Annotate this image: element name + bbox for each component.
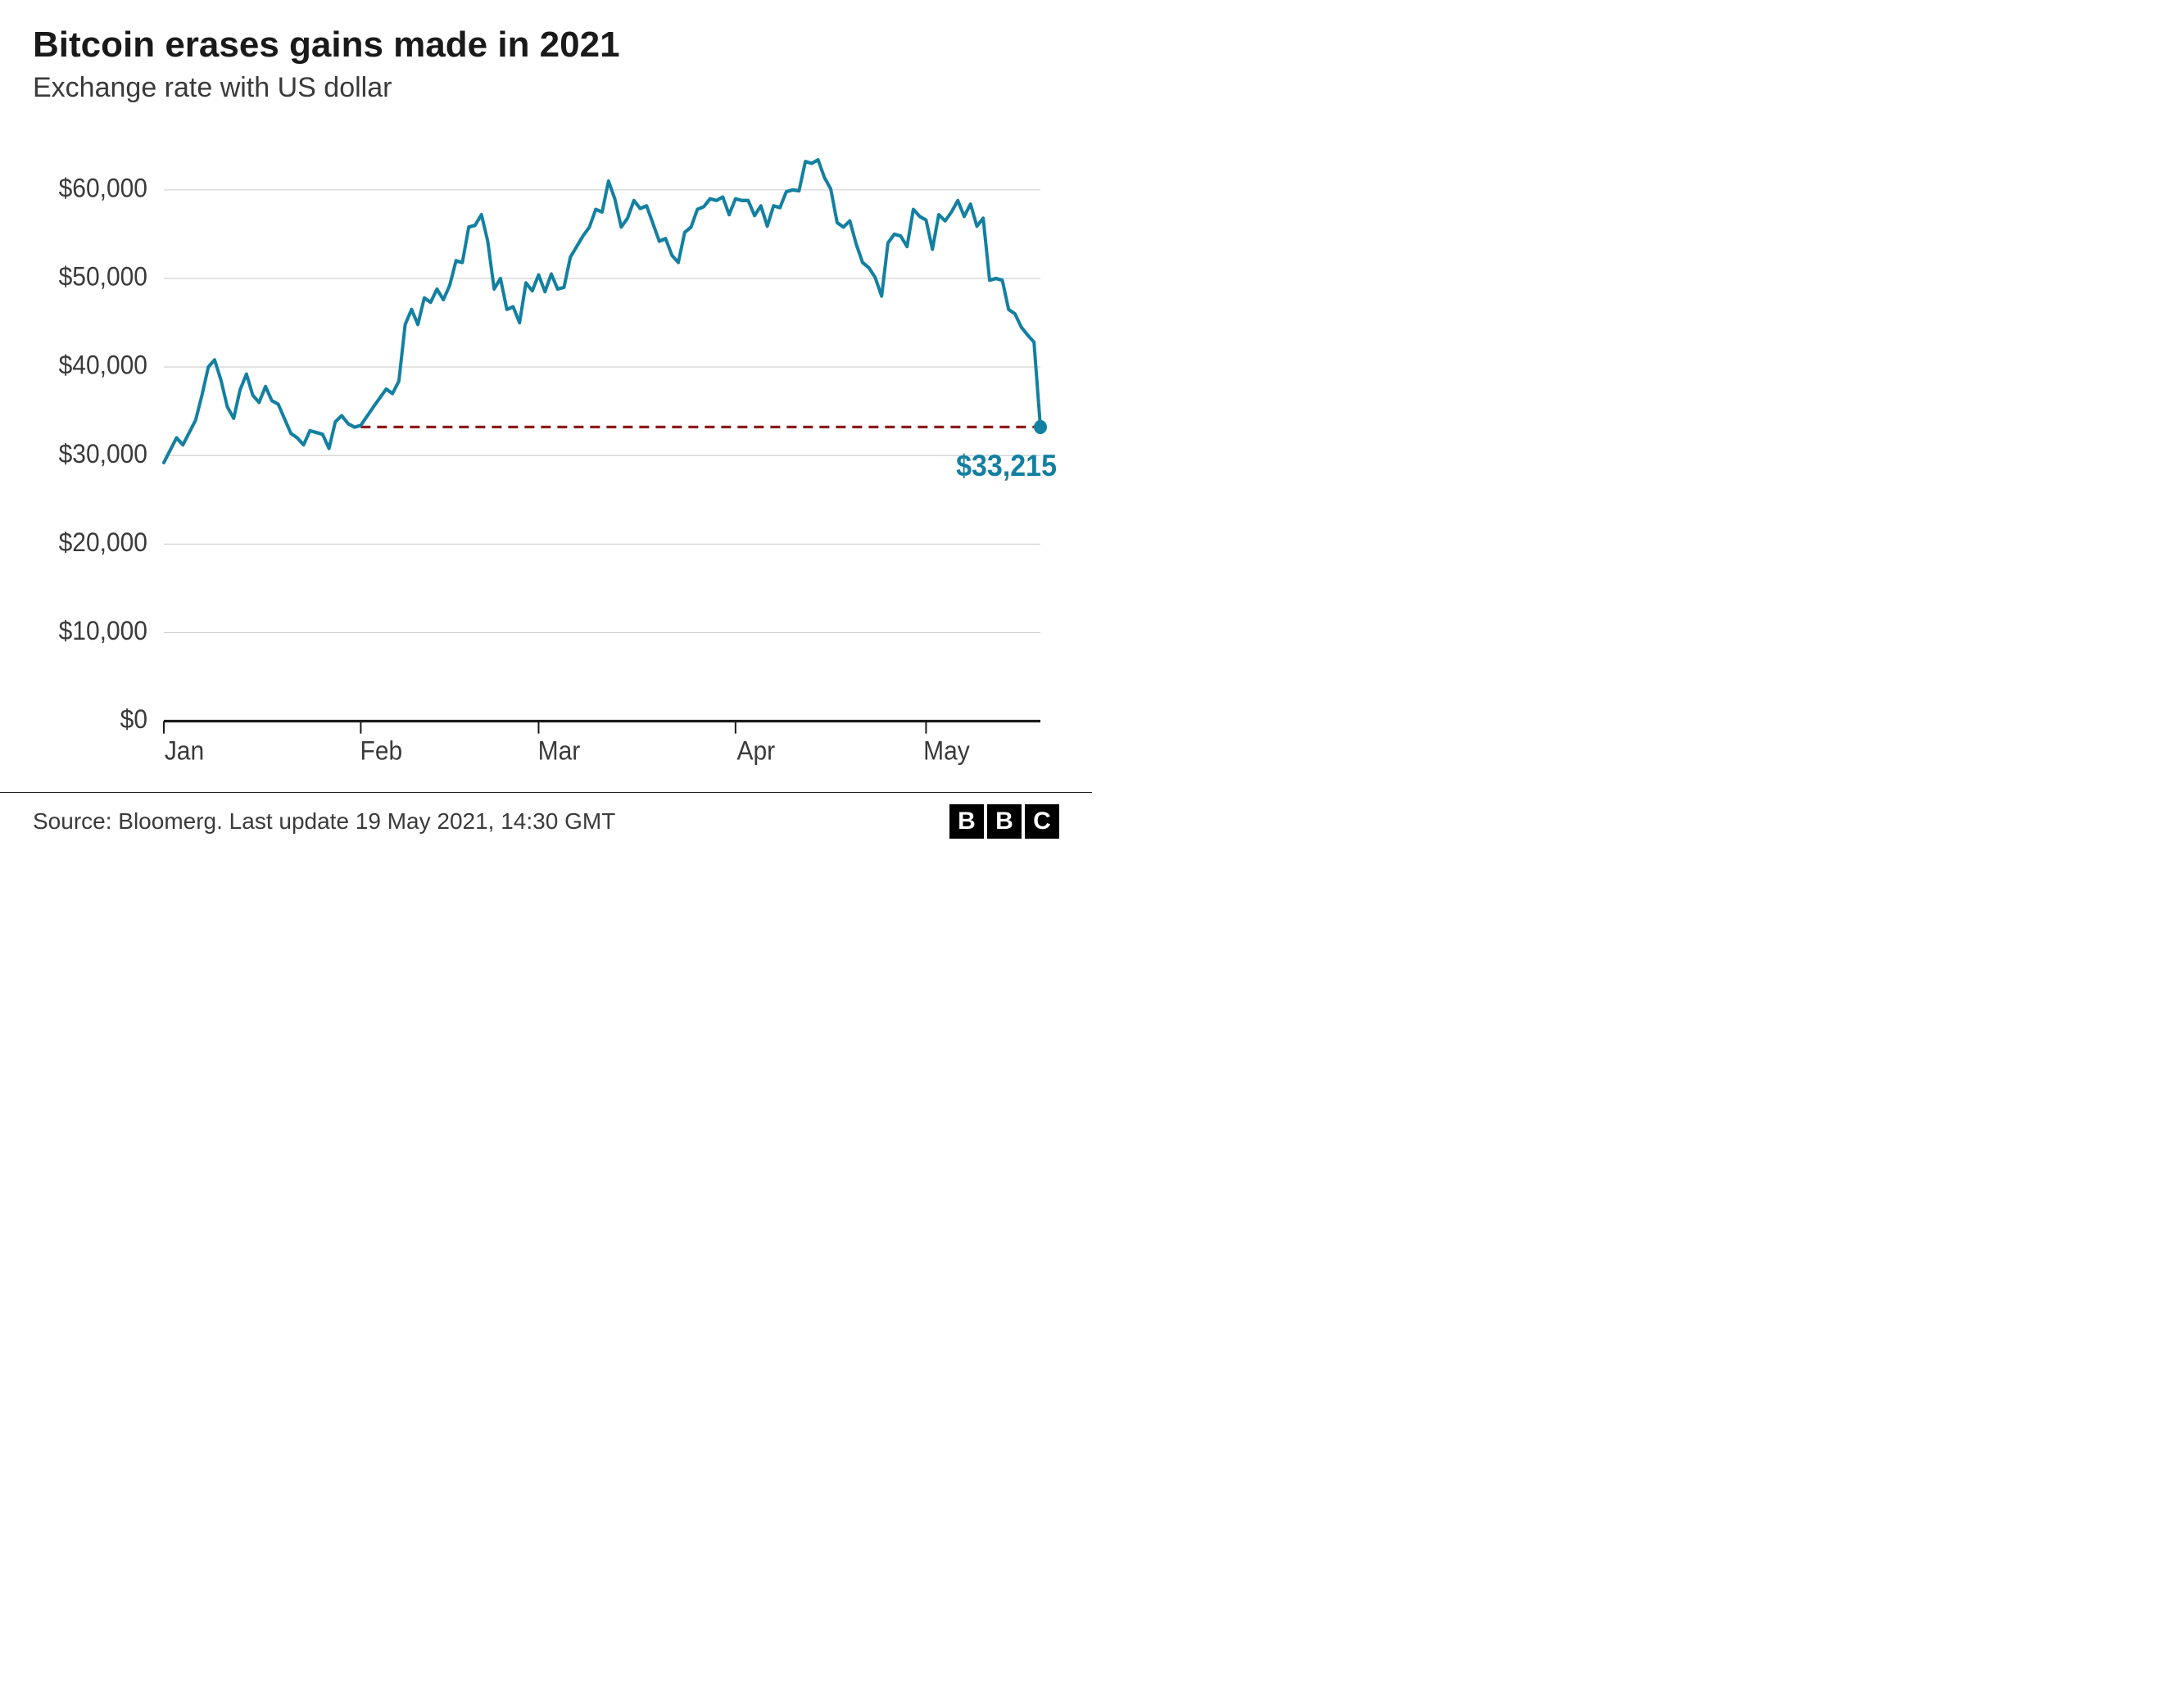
- end-value-label: $33,215: [956, 449, 1057, 483]
- y-axis-label: $50,000: [59, 261, 147, 291]
- bbc-logo: BBC: [949, 804, 1059, 839]
- x-axis-label: Mar: [538, 735, 581, 765]
- y-axis-label: $30,000: [59, 439, 147, 468]
- x-axis-label: Jan: [165, 735, 204, 765]
- price-line: [164, 160, 1040, 463]
- y-axis-label: $20,000: [59, 527, 147, 557]
- y-axis-label: $10,000: [59, 616, 147, 645]
- chart-title: Bitcoin erases gains made in 2021: [33, 25, 1059, 66]
- x-axis-label: May: [923, 735, 970, 765]
- bbc-logo-block: C: [1025, 804, 1059, 839]
- chart-area: $0 $10,000 $20,000 $30,000 $40,000 $50,000 $60…: [33, 137, 1059, 792]
- end-point-marker: [1034, 420, 1047, 434]
- y-axis-label: $40,000: [59, 351, 147, 380]
- chart-footer: Source: Bloomerg. Last update 19 May 202…: [0, 792, 1092, 853]
- x-axis-label: Apr: [736, 735, 775, 765]
- chart-subtitle: Exchange rate with US dollar: [33, 72, 1059, 104]
- bbc-logo-block: B: [949, 804, 984, 839]
- bbc-logo-block: B: [987, 804, 1022, 839]
- y-axis-label: $0: [120, 704, 147, 734]
- x-axis-label: Feb: [360, 735, 403, 765]
- source-text: Source: Bloomerg. Last update 19 May 202…: [33, 808, 615, 835]
- y-axis-label: $60,000: [59, 173, 147, 202]
